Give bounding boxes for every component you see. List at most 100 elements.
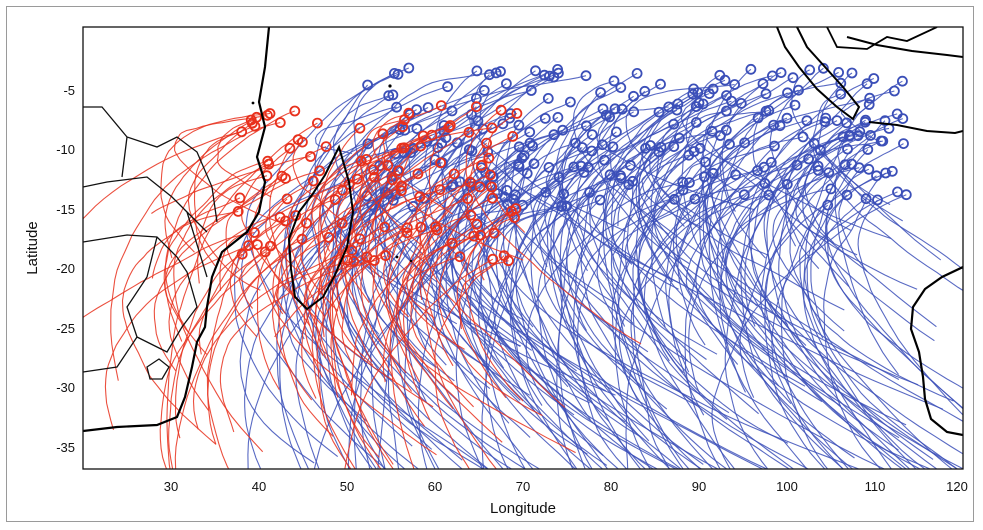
- genesis-marker: [820, 112, 832, 124]
- cyclone-track: [330, 229, 438, 398]
- genesis-marker: [518, 150, 530, 162]
- genesis-marker: [721, 90, 732, 101]
- genesis-marker: [368, 255, 380, 266]
- cyclone-track: [329, 162, 441, 469]
- genesis-marker: [415, 221, 427, 233]
- cyclone-track: [804, 198, 954, 402]
- cyclone-track: [387, 181, 471, 410]
- genesis-marker: [860, 114, 871, 126]
- island-marker: [395, 255, 399, 259]
- genesis-marker: [897, 113, 909, 124]
- genesis-marker: [392, 68, 404, 80]
- genesis-marker: [738, 189, 750, 201]
- borneo-coastline: [826, 27, 938, 50]
- cyclone-track: [286, 160, 362, 317]
- cyclone-track: [415, 157, 566, 408]
- genesis-marker: [684, 177, 695, 189]
- genesis-marker: [565, 96, 576, 108]
- cyclone-track: [483, 108, 626, 423]
- cyclone-track: [649, 129, 727, 218]
- genesis-marker: [831, 115, 843, 126]
- genesis-marker: [387, 194, 399, 206]
- cyclone-track: [441, 129, 563, 223]
- cyclone-track: [740, 122, 847, 469]
- genesis-marker: [639, 85, 651, 97]
- genesis-marker: [481, 137, 493, 149]
- cyclone-track: [596, 108, 919, 386]
- cyclone-track: [505, 176, 641, 437]
- cyclone-track: [812, 93, 963, 292]
- cyclone-track: [385, 173, 455, 383]
- genesis-marker: [787, 72, 799, 84]
- y-tick-label: -30: [56, 380, 75, 395]
- cyclone-track: [164, 110, 295, 334]
- genesis-marker: [615, 172, 627, 184]
- genesis-marker: [399, 114, 410, 126]
- genesis-marker: [900, 189, 912, 201]
- cyclone-track: [245, 67, 489, 469]
- genesis-marker: [377, 128, 389, 140]
- cyclone-track: [635, 130, 736, 469]
- cyclone-track: [700, 68, 758, 307]
- cyclone-track: [314, 106, 397, 155]
- x-axis-title: Longitude: [490, 500, 556, 517]
- madagascar-coastline: [287, 144, 355, 311]
- genesis-marker: [281, 193, 293, 205]
- cyclone-track: [319, 127, 361, 252]
- genesis-marker: [663, 101, 675, 113]
- genesis-marker: [387, 89, 399, 101]
- genesis-marker: [354, 233, 366, 245]
- genesis-marker: [586, 129, 598, 140]
- genesis-marker: [861, 78, 873, 90]
- cyclone-track: [656, 106, 769, 256]
- genesis-marker: [769, 140, 780, 152]
- cyclone-track: [428, 106, 477, 204]
- cyclone-track: [193, 125, 256, 267]
- cyclone-track: [810, 120, 959, 469]
- island-marker: [388, 84, 392, 88]
- cyclone-track: [174, 114, 292, 228]
- cyclone-track: [796, 135, 859, 231]
- genesis-marker: [700, 156, 711, 168]
- cyclone-track: [465, 109, 642, 345]
- genesis-marker: [289, 105, 301, 117]
- cyclone-track: [650, 102, 907, 426]
- cyclone-track: [617, 93, 767, 227]
- cyclone-track: [395, 256, 576, 454]
- genesis-marker: [249, 120, 261, 132]
- cyclone-track: [572, 80, 963, 422]
- genesis-marker: [454, 251, 466, 263]
- cyclone-track: [596, 106, 755, 211]
- cyclone-track: [785, 127, 890, 269]
- cyclone-track: [459, 260, 509, 330]
- cyclone-track: [438, 235, 543, 417]
- cyclone-track: [389, 186, 481, 469]
- plot-area: [83, 27, 963, 469]
- genesis-marker: [475, 229, 486, 241]
- cyclone-track: [602, 103, 684, 469]
- genesis-marker: [412, 168, 424, 180]
- genesis-marker: [435, 100, 447, 111]
- y-tick-label: -25: [56, 321, 75, 336]
- cyclone-track: [240, 147, 434, 408]
- cyclone-track: [704, 97, 870, 326]
- genesis-marker: [246, 117, 258, 129]
- genesis-marker: [314, 165, 326, 177]
- cyclone-track: [695, 158, 932, 469]
- cyclone-track: [219, 198, 288, 291]
- genesis-marker: [507, 130, 519, 142]
- x-tick-label: 120: [946, 479, 968, 494]
- cyclone-track: [626, 146, 806, 387]
- cyclone-track: [525, 181, 683, 457]
- cyclone-track: [464, 232, 524, 402]
- cyclone-track: [348, 170, 461, 404]
- genesis-marker: [775, 67, 787, 78]
- x-tick-label: 30: [164, 479, 178, 494]
- genesis-marker: [478, 85, 490, 96]
- genesis-marker: [403, 62, 415, 74]
- cyclone-track: [207, 176, 375, 445]
- cyclone-track: [557, 134, 681, 284]
- cyclone-track: [748, 77, 875, 346]
- genesis-marker: [765, 156, 777, 168]
- genesis-marker: [465, 209, 477, 221]
